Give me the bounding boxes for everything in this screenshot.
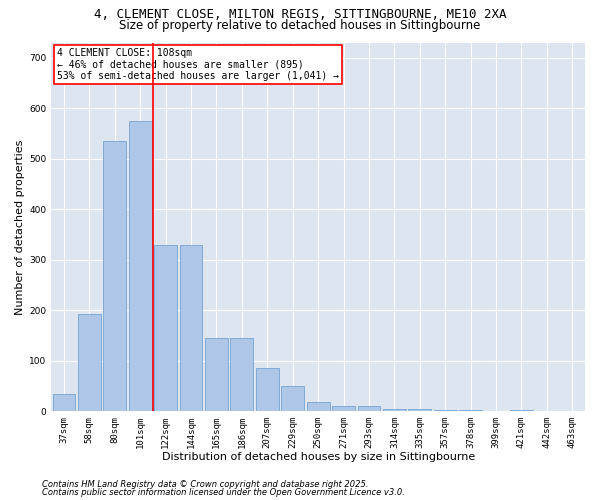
Bar xyxy=(230,338,253,411)
Bar xyxy=(256,368,279,411)
Text: Contains HM Land Registry data © Crown copyright and database right 2025.: Contains HM Land Registry data © Crown c… xyxy=(42,480,368,489)
Bar xyxy=(459,410,482,411)
Bar xyxy=(383,408,406,411)
Bar xyxy=(129,121,152,411)
Bar xyxy=(154,244,177,411)
X-axis label: Distribution of detached houses by size in Sittingbourne: Distribution of detached houses by size … xyxy=(161,452,475,462)
Bar xyxy=(409,408,431,411)
Bar xyxy=(179,244,202,411)
Text: 4 CLEMENT CLOSE: 108sqm
← 46% of detached houses are smaller (895)
53% of semi-d: 4 CLEMENT CLOSE: 108sqm ← 46% of detache… xyxy=(56,48,338,81)
Bar xyxy=(332,406,355,411)
Bar xyxy=(78,314,101,411)
Bar xyxy=(510,410,533,411)
Bar xyxy=(103,141,126,411)
Bar xyxy=(434,410,457,411)
Bar xyxy=(205,338,228,411)
Text: Contains public sector information licensed under the Open Government Licence v3: Contains public sector information licen… xyxy=(42,488,405,497)
Text: 4, CLEMENT CLOSE, MILTON REGIS, SITTINGBOURNE, ME10 2XA: 4, CLEMENT CLOSE, MILTON REGIS, SITTINGB… xyxy=(94,8,506,20)
Bar xyxy=(307,402,329,411)
Y-axis label: Number of detached properties: Number of detached properties xyxy=(15,139,25,314)
Bar xyxy=(358,406,380,411)
Bar xyxy=(53,394,76,411)
Text: Size of property relative to detached houses in Sittingbourne: Size of property relative to detached ho… xyxy=(119,18,481,32)
Bar xyxy=(281,386,304,411)
